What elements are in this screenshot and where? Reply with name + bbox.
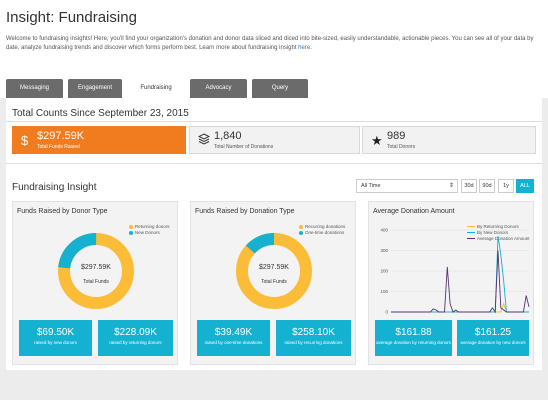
donut-segment-one-time xyxy=(236,233,312,309)
line-swatch-icon xyxy=(467,232,475,234)
legend-item: One-time donations xyxy=(299,230,345,236)
yellow-dot-icon xyxy=(299,224,303,229)
fundraising-panel: Total Counts Since September 23, 2015 $ … xyxy=(6,98,542,370)
insight-title: Fundraising Insight xyxy=(12,182,97,193)
kpi-value: 1,840 xyxy=(214,130,242,142)
kpi-total-funds: $ $297.59K Total Funds Raised xyxy=(12,126,186,154)
stat-label: raised by recurring donations xyxy=(284,340,343,345)
legend-item: New Donors xyxy=(129,230,170,236)
series-line-by-new-donors xyxy=(391,236,529,313)
legend-item: Returning donors xyxy=(129,224,170,230)
kpi-label: Total Number of Donations xyxy=(214,144,274,150)
range-90d-button[interactable]: 90d xyxy=(479,179,495,193)
stat-one-time: $39.49K raised by one-time donations xyxy=(197,320,270,356)
stat-returning-donors: $228.09K raised by returning donors xyxy=(98,320,173,356)
stat-avg-new: $161.25 average donation by new donors xyxy=(457,320,529,356)
y-tick-label: 400 xyxy=(380,228,388,233)
stat-value: $161.25 xyxy=(474,327,512,338)
y-tick-label: 300 xyxy=(380,248,388,253)
date-range-select[interactable]: All Time ⇕ xyxy=(356,179,458,193)
stack-icon xyxy=(197,133,211,148)
donut-center-value: $297.59K xyxy=(81,264,111,271)
date-range-value: All Time xyxy=(361,183,381,189)
kpi-label: Total Donors xyxy=(387,144,416,150)
card-title: Average Donation Amount xyxy=(373,208,455,215)
stat-value: $69.50K xyxy=(36,327,75,338)
donut-center-value: $297.59K xyxy=(259,264,289,271)
donation-type-donut xyxy=(236,233,312,309)
donor-type-donut xyxy=(58,233,134,309)
tab-advocacy[interactable]: Advocacy xyxy=(190,79,247,98)
range-1y-button[interactable]: 1y xyxy=(498,179,514,193)
kpi-total-donations: 1,840 Total Number of Donations xyxy=(189,126,360,154)
series-line-average-donation-amount xyxy=(391,250,530,314)
teal-dot-icon xyxy=(129,230,133,235)
page-title: Insight: Fundraising xyxy=(6,9,137,26)
legend-item: By New Donors xyxy=(467,230,529,236)
kpi-label: Total Funds Raised xyxy=(37,144,80,150)
stat-label: average donation by returning donors xyxy=(376,340,451,345)
card-average-donation: Average Donation Amount By Returning Don… xyxy=(368,201,534,365)
stat-value: $258.10K xyxy=(292,327,335,338)
legend: Recurring donations One-time donations xyxy=(299,224,345,236)
y-tick-label: 200 xyxy=(380,269,388,274)
card-title: Funds Raised by Donation Type xyxy=(195,208,295,215)
yellow-dot-icon xyxy=(129,224,133,229)
chevron-updown-icon: ⇕ xyxy=(448,183,454,189)
divider xyxy=(6,163,542,164)
header-area: Insight: Fundraising Welcome to fundrais… xyxy=(0,0,548,100)
stat-label: raised by new donors xyxy=(34,340,77,345)
intro-end: . xyxy=(310,45,312,51)
legend-item: Average Donation Amount xyxy=(467,236,529,242)
stat-value: $39.49K xyxy=(214,327,253,338)
legend-item: By Returning Donors xyxy=(467,224,529,230)
range-30d-button[interactable]: 30d xyxy=(461,179,477,193)
stat-avg-returning: $161.88 average donation by returning do… xyxy=(375,320,452,356)
legend-item: Recurring donations xyxy=(299,224,345,230)
line-swatch-icon xyxy=(467,238,475,240)
average-donation-line-chart: 0 100 200 300 400 xyxy=(380,228,530,315)
stat-value: $228.09K xyxy=(114,327,157,338)
kpi-value: $297.59K xyxy=(37,130,85,142)
divider xyxy=(6,121,542,122)
y-tick-label: 100 xyxy=(380,289,388,294)
totals-title: Total Counts Since September 23, 2015 xyxy=(12,108,189,119)
learn-more-link[interactable]: here xyxy=(298,45,311,51)
card-title: Funds Raised by Donor Type xyxy=(17,208,108,215)
card-donation-type: Funds Raised by Donation Type Recurring … xyxy=(190,201,356,365)
y-tick-label: 0 xyxy=(385,310,388,315)
page-bottom xyxy=(6,370,542,400)
range-all-button[interactable]: ALL xyxy=(516,179,534,193)
stat-label: raised by one-time donations xyxy=(204,340,263,345)
tab-query[interactable]: Query xyxy=(252,79,308,98)
card-donor-type: Funds Raised by Donor Type Returning don… xyxy=(12,201,178,365)
series-line-by-returning-donors xyxy=(391,302,529,313)
tab-engagement[interactable]: Engagement xyxy=(68,79,122,98)
stat-value: $161.88 xyxy=(395,327,432,338)
stat-new-donors: $69.50K raised by new donors xyxy=(19,320,92,356)
tab-fundraising[interactable]: Fundraising xyxy=(127,79,185,100)
star-icon: ★ xyxy=(371,133,383,148)
donut-center-label: Total Funds xyxy=(83,279,109,285)
line-swatch-icon xyxy=(467,226,475,228)
legend: By Returning Donors By New Donors Averag… xyxy=(467,224,529,242)
tab-messaging[interactable]: Messaging xyxy=(6,79,63,98)
intro-body: Welcome to fundraising insights! Here, y… xyxy=(6,36,534,51)
stat-label: raised by returning donors xyxy=(109,340,162,345)
intro-text: Welcome to fundraising insights! Here, y… xyxy=(6,35,544,53)
stat-recurring: $258.10K raised by recurring donations xyxy=(276,320,351,356)
teal-dot-icon xyxy=(299,230,303,235)
dollar-icon: $ xyxy=(21,133,29,148)
legend: Returning donors New Donors xyxy=(129,224,170,236)
donut-center-label: Total Funds xyxy=(261,279,287,285)
stat-label: average donation by new donors xyxy=(460,340,526,345)
kpi-value: 989 xyxy=(387,130,406,142)
kpi-total-donors: ★ 989 Total Donors xyxy=(362,126,536,154)
